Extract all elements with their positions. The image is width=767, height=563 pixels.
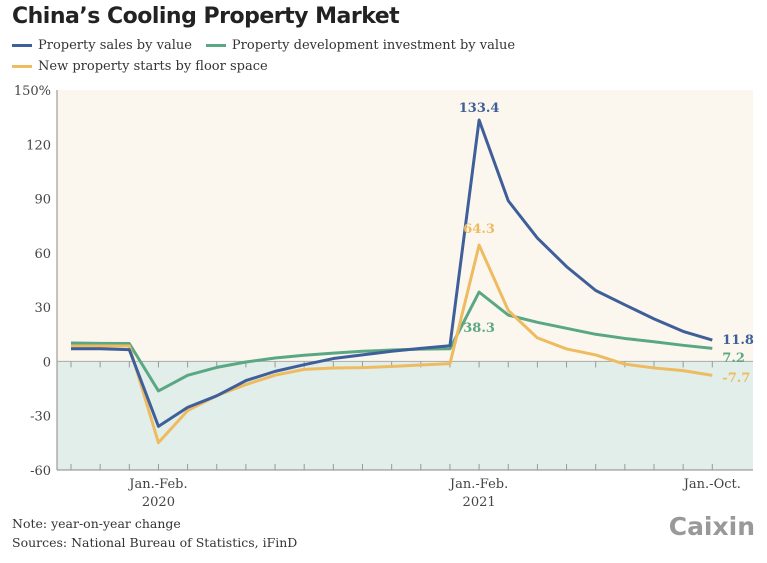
note-text: Note: year-on-year change [12,516,181,531]
sources-text: Sources: National Bureau of Statistics, … [12,535,298,550]
y-tick-label: 30 [34,301,51,316]
y-tick-label: 60 [34,247,51,262]
series-line-0 [71,118,713,428]
chart-title: China’s Cooling Property Market [12,4,400,29]
legend-row-2: New property starts by floor space [12,59,268,74]
legend-label: Property sales by value [38,38,192,53]
data-label: 11.8 [722,333,754,348]
y-tick-label: 0 [43,355,51,370]
caixin-logo: Caixin [668,512,755,541]
x-tick-label: Jan.-Feb. [448,477,508,492]
y-tick-label: -30 [30,410,51,425]
legend-row-1: Property sales by value Property develop… [12,38,515,53]
x-tick-label: Jan.-Feb. [127,477,187,492]
negative-region [57,361,753,470]
y-tick-label: 120 [26,138,51,153]
y-tick-label: 90 [34,193,51,208]
legend-item-sales: Property sales by value [12,38,192,53]
legend-swatch [12,65,32,68]
legend-item-starts: New property starts by floor space [12,59,268,74]
y-tick-label: 150% [14,84,51,99]
x-tick-label: 2021 [463,495,496,510]
x-tick-label: Jan.-Oct. [682,477,741,492]
legend-label: New property starts by floor space [38,59,268,74]
legend-item-investment: Property development investment by value [205,38,516,53]
data-label: 133.4 [459,101,500,116]
positive-region [57,90,753,362]
data-label: 38.3 [463,321,495,336]
y-tick-label: -60 [30,464,51,479]
series-line-2 [71,243,713,445]
legend-label: Property development investment by value [231,38,516,53]
x-tick-label: 2020 [142,495,175,510]
legend-swatch [205,44,226,47]
data-label: -7.7 [722,371,750,386]
data-label: 64.3 [463,222,495,237]
data-label: 7.2 [722,351,745,366]
legend-swatch [12,44,32,47]
